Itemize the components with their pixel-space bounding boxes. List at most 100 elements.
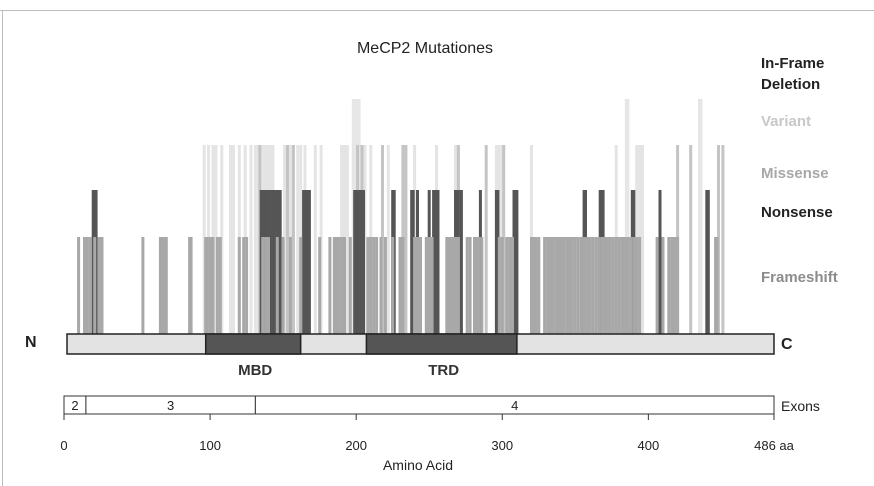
x-tick-label-300: 300 [491,438,513,453]
bar-frameshift-21 [237,237,241,334]
bar-frameshift-37 [340,237,344,334]
bar-frameshift-95 [582,237,586,334]
bar-frameshift-107 [617,237,621,334]
n-terminus-label: N [25,334,37,351]
legend-nonsense: Nonsense [761,204,833,221]
bar-frameshift-14 [189,237,193,334]
bar-frameshift-71 [500,237,504,334]
bar-frameshift-1 [83,237,86,334]
bar-frameshift-65 [468,237,472,334]
exon-label-2: 2 [71,398,78,413]
x-tick-label-0: 0 [60,438,67,453]
bar-frameshift-42 [372,237,376,334]
bar-frameshift-19 [215,237,219,334]
bar-frameshift-99 [594,237,598,334]
bar-missense-9 [484,145,488,334]
bar-frameshift-31 [318,237,322,334]
legend-label-nonsense: Nonsense [761,204,833,221]
bar-frameshift-32 [328,237,332,334]
domain-label-trd: TRD [428,362,459,379]
bar-frameshift-123 [715,237,719,334]
bar-variant-32 [386,145,390,334]
bar-frameshift-12 [164,237,168,334]
bar-frameshift-26 [267,237,270,334]
legend-label-line: Deletion [761,76,820,93]
c-terminus-label: C [781,336,793,353]
bar-frameshift-98 [591,237,595,334]
bar-frameshift-48 [401,237,405,334]
legend-label-line: In-Frame [761,55,824,72]
bar-frameshift-108 [620,237,624,334]
legend-missense: Missense [761,165,829,182]
bar-frameshift-74 [511,237,514,334]
exons-label: Exons [781,398,820,414]
bar-frameshift-16 [205,237,209,334]
bar-nonsense-36 [436,190,440,334]
bar-frameshift-79 [543,237,547,334]
x-tick-label-400: 400 [638,438,660,453]
bar-nonsense-57 [706,190,710,334]
bar-missense-12 [689,145,693,334]
bar-frameshift-25 [264,237,268,334]
bar-frameshift-0 [77,237,81,334]
bar-frameshift-80 [546,237,550,334]
bar-nonsense-26 [362,190,365,334]
bar-missense-2 [291,145,295,334]
bar-nonsense-40 [459,190,463,334]
bar-frameshift-90 [568,237,571,334]
bar-variant-10 [253,145,257,334]
bar-frameshift-113 [635,237,639,334]
exon-label-4: 4 [511,398,518,413]
x-tick-label-486-aa: 486 aa [754,438,795,453]
bar-missense-7 [404,145,408,334]
x-axis: 0 100 200 300 400 486 aa [60,414,795,453]
legend-label-in-frame-deletion: In-Frame Deletion [761,55,824,93]
bar-missense-1 [286,145,289,334]
bar-frameshift-54 [427,237,431,334]
bar-frameshift-23 [245,237,249,334]
bar-frameshift-82 [551,237,555,334]
bar-variant-21 [296,145,300,334]
bar-frameshift-2 [85,237,89,334]
bar-frameshift-70 [497,237,501,334]
bar-frameshift-51 [419,237,422,334]
bar-frameshift-69 [480,237,484,334]
bar-frameshift-40 [366,237,370,334]
x-axis-label: Amino Acid [383,457,453,473]
mutation-bars [77,99,725,334]
bar-frameshift-89 [565,237,569,334]
bar-frameshift-78 [537,237,541,334]
bar-frameshift-41 [369,237,373,334]
bar-frameshift-121 [676,237,680,334]
domain-trd [365,333,518,355]
legend: In-Frame Deletion Variant Missense Nonsense F… [761,55,838,286]
legend-label-variant: Variant [761,113,811,130]
bar-frameshift-29 [288,237,292,334]
bar-frameshift-88 [562,237,566,334]
bar-frameshift-109 [623,237,627,334]
bar-nonsense-55 [658,190,662,334]
bar-frameshift-106 [614,237,618,334]
bar-frameshift-92 [573,237,577,334]
bar-frameshift-39 [348,237,352,334]
bar-frameshift-43 [375,237,379,334]
bar-frameshift-5 [97,237,101,334]
bar-variant-24 [313,145,317,334]
bar-frameshift-22 [242,237,246,334]
exon-4 [254,395,775,415]
bar-frameshift-67 [474,237,478,334]
bar-frameshift-114 [638,237,642,334]
bar-variant-28 [345,145,349,334]
bar-frameshift-105 [611,237,615,334]
chart-title: MeCP2 Mutationes [357,40,493,57]
bar-frameshift-49 [413,237,417,334]
bar-frameshift-27 [275,237,279,334]
bar-frameshift-64 [465,237,469,334]
bar-variant-44 [641,145,644,334]
bar-frameshift-116 [661,237,665,334]
bar-frameshift-68 [477,237,481,334]
bar-frameshift-4 [93,237,97,334]
domain-mbd [204,333,302,355]
bar-frameshift-6 [100,237,104,334]
